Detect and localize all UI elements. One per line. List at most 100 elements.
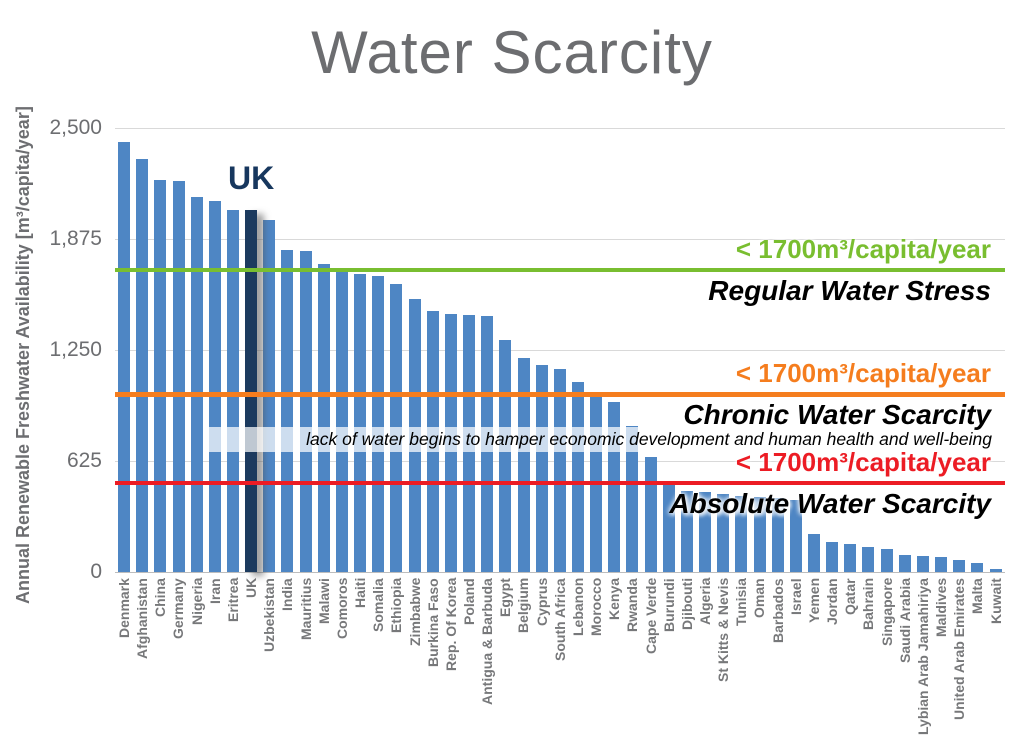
x-axis-label: Ethiopia [388, 578, 405, 634]
bar-denmark [118, 142, 131, 572]
x-axis-label: Rwanda [624, 578, 641, 632]
bar-qatar [844, 543, 857, 572]
bar-uk [245, 209, 258, 572]
bar-cyprus [535, 365, 548, 572]
bar-slot [478, 128, 496, 572]
bar-slot [750, 128, 768, 572]
bar-slot [514, 128, 532, 572]
bar-slot [787, 128, 805, 572]
threshold-line [115, 391, 1005, 397]
bar-lebanon [571, 381, 584, 572]
threshold-name: Chronic Water Scarcity [683, 399, 991, 431]
threshold-value-label: < 1700m³/capita/year [735, 234, 991, 265]
x-axis-label: Iran [206, 578, 223, 604]
threshold-note: lack of water begins to hamper economic … [203, 427, 1005, 453]
bar-slot [351, 128, 369, 572]
x-axis-label: Comoros [333, 578, 350, 640]
bar-slot [569, 128, 587, 572]
bar-slot [387, 128, 405, 572]
x-axis-label: Afghanistan [134, 578, 151, 659]
bar-slot [151, 128, 169, 572]
bar-malta [971, 563, 984, 572]
bar-eritrea [227, 209, 240, 572]
threshold-line [115, 268, 1005, 273]
bar-slot [496, 128, 514, 572]
x-axis-label: Haiti [352, 578, 369, 609]
bar-germany [172, 181, 185, 572]
bar-slot [315, 128, 333, 572]
x-axis-label: Djibouti [678, 578, 695, 631]
bar-slot [369, 128, 387, 572]
bar-kuwait [989, 569, 1002, 572]
bar-slot [968, 128, 986, 572]
bar-slot [442, 128, 460, 572]
x-axis-label: Jordan [824, 578, 841, 625]
bar-iran [208, 200, 221, 572]
x-axis-label: Cape Verde [642, 578, 659, 655]
bar-afghanistan [136, 159, 149, 572]
bar-slot [605, 128, 623, 572]
threshold-line [115, 481, 1005, 486]
x-axis-label: Burkina Faso [424, 578, 441, 667]
y-axis-tick-labels: 0 625 1,250 1,875 2,500 [30, 0, 102, 747]
bars-container [115, 128, 1005, 572]
bar-slot [206, 128, 224, 572]
bar-south-africa [553, 368, 566, 572]
x-axis-label: Lebanon [569, 578, 586, 637]
x-axis-label: Morocco [588, 578, 605, 637]
bar-slot [623, 128, 641, 572]
bar-singapore [880, 548, 893, 572]
y-tick-label-2500: 2,500 [49, 116, 102, 139]
x-axis-label: Belgium [515, 578, 532, 634]
y-tick-label-0: 0 [90, 560, 102, 583]
bar-yemen [808, 533, 821, 572]
bar-belgium [517, 358, 530, 572]
y-tick-label-625: 625 [66, 449, 102, 472]
gridline-2500 [115, 127, 1005, 129]
bar-bahrain [862, 547, 875, 572]
bar-slot [769, 128, 787, 572]
gridline-1250 [115, 349, 1005, 351]
x-axis-label: Mauritius [297, 578, 314, 641]
bar-barbados [771, 498, 784, 572]
bar-slot [696, 128, 714, 572]
x-axis-label: Tunisia [733, 578, 750, 626]
bar-lybian-arab-jamahiriya [916, 556, 929, 572]
x-axis-label: Uzbekistan [261, 578, 278, 652]
bar-djibouti [680, 491, 693, 572]
uk-annotation: UK [228, 160, 275, 196]
bar-somalia [372, 276, 385, 572]
bar-slot [169, 128, 187, 572]
x-axis-label: Germany [170, 578, 187, 639]
page-title: Water Scarcity [311, 19, 713, 86]
x-axis-label: China [152, 578, 169, 617]
bar-nigeria [190, 197, 203, 572]
bar-slot [678, 128, 696, 572]
bar-saudi-arabia [898, 555, 911, 572]
x-axis-label: Bahrain [860, 578, 877, 631]
bar-slot [914, 128, 932, 572]
bar-tunisia [735, 495, 748, 572]
x-axis-label: Algeria [697, 578, 713, 626]
bar-maldives [935, 556, 948, 572]
x-axis-label: India [279, 578, 296, 611]
bar-oman [753, 496, 766, 572]
x-axis-label: Qatar [842, 578, 859, 615]
bar-slot [133, 128, 151, 572]
bar-slot [859, 128, 877, 572]
bar-slot [642, 128, 660, 572]
x-axis-label: Burundi [660, 578, 677, 632]
bar-slot [987, 128, 1005, 572]
x-axis-label: Denmark [116, 578, 132, 638]
x-axis-label: Zimbabwe [406, 578, 423, 647]
bar-slot [932, 128, 950, 572]
x-axis-label: Rep. Of Korea [442, 578, 459, 672]
bar-india [281, 249, 294, 572]
plot-area: UK < 1700m³/capita/year Regular Water Str… [115, 127, 1005, 573]
bar-egypt [499, 340, 512, 572]
bar-china [154, 180, 167, 572]
x-axis-label: St Kitts & Nevis [715, 578, 732, 683]
bar-slot [551, 128, 569, 572]
bar-cape-verde [644, 457, 657, 572]
